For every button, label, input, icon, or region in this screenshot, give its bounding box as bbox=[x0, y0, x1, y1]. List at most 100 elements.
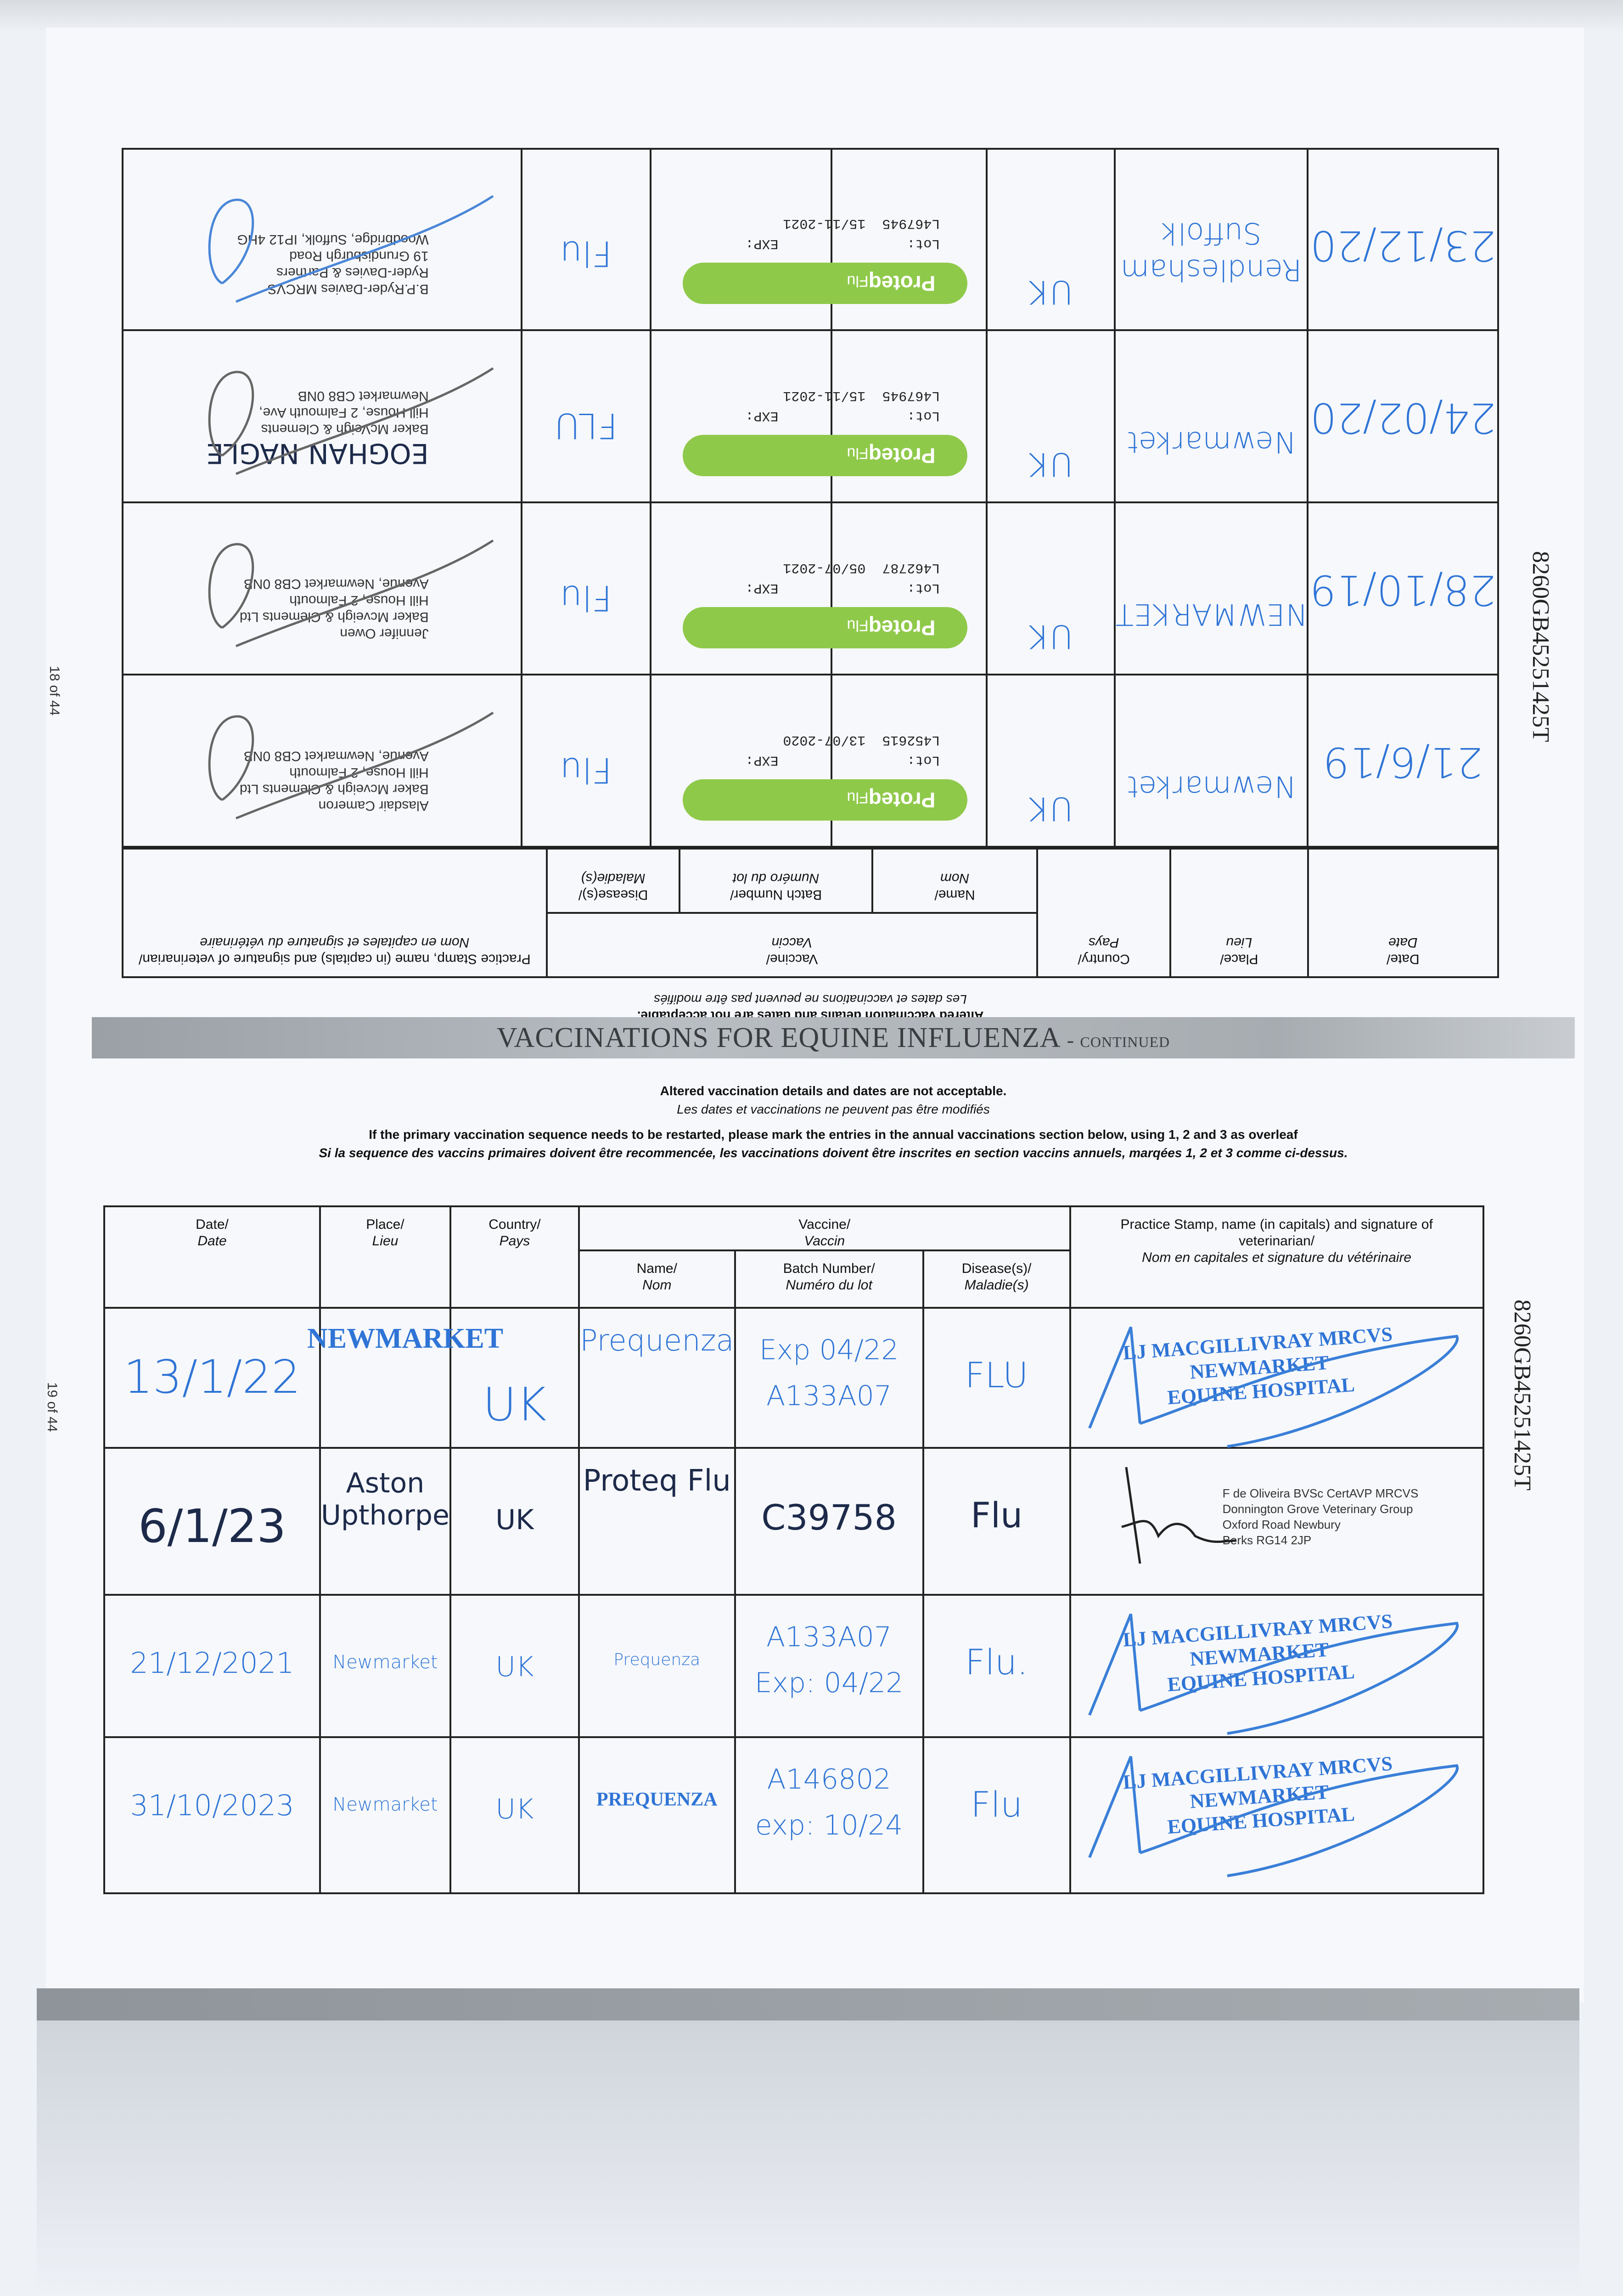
table-row: 24/02/20 Newmarket UK ProteqFlu Lot:EXP: L467… bbox=[123, 330, 1498, 502]
notice-fr: Les dates et vaccinations ne peuvent pas… bbox=[677, 1102, 990, 1116]
batch-cell: A133A07 Exp: 04/22 bbox=[734, 1594, 924, 1738]
stamp-cell: LJ MACGILLIVRAY MRCVS NEWMARKET EQUINE HOS… bbox=[1069, 1307, 1484, 1449]
country-cell: UK bbox=[987, 675, 1115, 847]
name-cell: ProteqFlu Lot:EXP: L462787 05/07-2021 bbox=[683, 502, 987, 675]
name-cell: Proteq Flu bbox=[578, 1447, 736, 1596]
table-row: 6/1/23 Aston Upthorpe UK Proteq Flu C39758 Fl… bbox=[103, 1447, 1484, 1596]
header-vaccine: Vaccine/Vaccin bbox=[578, 1205, 1071, 1251]
name-cell: ProteqFlu Lot:EXP: L452615 13/07-2020 bbox=[683, 675, 987, 847]
place-cell: Newmarket bbox=[319, 1736, 451, 1894]
header-disease: Disease(s)/Maladie(s) bbox=[546, 849, 680, 913]
table-row: 31/10/2023 Newmarket UK PREQUENZA A146802 exp… bbox=[103, 1736, 1484, 1894]
vet-stamp: F de Oliveira BVSc CertAVP MRCVS Donningt… bbox=[1222, 1486, 1419, 1547]
disease-cell: Flu. bbox=[922, 1594, 1071, 1738]
title-band bbox=[92, 1017, 1575, 1058]
signature-icon bbox=[1088, 1756, 1459, 1877]
date-cell: 31/10/2023 bbox=[103, 1736, 321, 1894]
table-row: 28/10/19 NEWMARKET UK ProteqFlu Lot:EXP: L462… bbox=[123, 502, 1498, 675]
country-cell: UK bbox=[449, 1594, 580, 1738]
name-cell: Prequenza bbox=[578, 1594, 736, 1738]
signature-icon bbox=[208, 367, 494, 475]
batch-cell: A146802 exp: 10/24 bbox=[734, 1736, 924, 1894]
stamp-cell: F de Oliveira BVSc CertAVP MRCVS Donningt… bbox=[1069, 1447, 1484, 1596]
header-vaccine: Vaccine/Vaccin bbox=[546, 913, 1038, 977]
disease-cell: Flu bbox=[521, 149, 651, 330]
header-date: Date/Date bbox=[103, 1205, 321, 1309]
stamp-cell: Alasdair Cameron Baker Mcveigh & Clements… bbox=[123, 675, 522, 847]
date-cell: 21/6/19 bbox=[1308, 675, 1498, 847]
place-cell: Newmarket bbox=[1114, 330, 1308, 502]
header-country: Country/Pays bbox=[1037, 849, 1171, 977]
upper-page-rotated: Altered vaccination details and dates ar… bbox=[122, 149, 1499, 1024]
upper-vaccination-rows: 21/6/19 Newmarket UK ProteqFlu Lot:EXP: L4526… bbox=[122, 148, 1499, 848]
passport-number-upper: 8260GB45251425T bbox=[1528, 551, 1554, 742]
header-batch: Batch Number/Numéro du lot bbox=[734, 1249, 924, 1309]
signature-icon bbox=[208, 539, 494, 647]
table-row: 23/12/20 Rendlesham Suffolk UK ProteqFlu Lot… bbox=[123, 149, 1498, 330]
place-cell: NEWMARKET bbox=[1114, 502, 1308, 675]
stamp-cell: LJ MACGILLIVRAY MRCVS NEWMARKET EQUINE HOS… bbox=[1069, 1594, 1484, 1738]
header-name: Name/Nom bbox=[578, 1249, 736, 1309]
signature-icon bbox=[208, 195, 494, 303]
disease-cell: Flu bbox=[922, 1736, 1071, 1894]
name-cell: ProteqFlu Lot:EXP: L467945 15/11-2021 bbox=[683, 149, 987, 330]
country-cell: UK bbox=[987, 502, 1115, 675]
table-row: 13/1/22 NEWMARKET UK Prequenza Exp 04/22 A133… bbox=[103, 1307, 1484, 1449]
scan-edge bbox=[0, 0, 1623, 32]
notice-en: Altered vaccination details and dates ar… bbox=[660, 1084, 1007, 1098]
page-title: VACCINATIONS FOR EQUINE INFLUENZA - cont… bbox=[496, 1022, 1170, 1053]
stamp-cell: B.P.Ryder-Davies MRCVS Ryder-Davies & Par… bbox=[123, 149, 522, 330]
batch-cell bbox=[650, 675, 832, 847]
date-cell: 28/10/19 bbox=[1308, 502, 1498, 675]
batch-cell bbox=[650, 330, 832, 502]
signature-icon bbox=[1088, 1613, 1459, 1735]
country-cell: UK bbox=[987, 330, 1115, 502]
header-disease: Disease(s)/Maladie(s) bbox=[922, 1249, 1071, 1309]
name-cell: ProteqFlu Lot:EXP: L467945 15/11-2021 bbox=[683, 330, 987, 502]
disease-cell: Flu bbox=[521, 675, 651, 847]
disease-cell: FLU bbox=[521, 330, 651, 502]
country-cell: UK bbox=[449, 1307, 580, 1449]
date-cell: 13/1/22 bbox=[103, 1307, 321, 1449]
country-cell: UK bbox=[987, 149, 1115, 330]
disease-cell: FLU bbox=[922, 1307, 1071, 1449]
disease-cell: Flu bbox=[922, 1447, 1071, 1596]
table-row: 21/6/19 Newmarket UK ProteqFlu Lot:EXP: L4526… bbox=[123, 675, 1498, 847]
date-cell: 24/02/20 bbox=[1308, 330, 1498, 502]
stamp-cell: EOGHAN NAGLE Baker McVeigh & Clements Hill… bbox=[123, 330, 522, 502]
scan-edge-bottom bbox=[37, 1988, 1579, 2020]
name-cell: PREQUENZA bbox=[578, 1736, 736, 1894]
vaccination-table: Date/Date Place/Lieu Country/Pays Vaccin… bbox=[103, 1205, 1484, 1894]
header-country: Country/Pays bbox=[449, 1205, 580, 1309]
place-cell: NEWMARKET bbox=[307, 1307, 503, 1449]
table-row: 21/12/2021 Newmarket UK Prequenza A133A07 Exp… bbox=[103, 1594, 1484, 1738]
country-cell: UK bbox=[449, 1447, 580, 1596]
disease-cell: Flu bbox=[521, 502, 651, 675]
stamp-cell: Jennifer Owen Baker Mcveigh & Clements Lt… bbox=[123, 502, 522, 675]
batch-cell bbox=[650, 502, 832, 675]
place-cell: Newmarket bbox=[319, 1594, 451, 1738]
header-place: Place/Lieu bbox=[1170, 849, 1308, 977]
page-number-right: 19 of 44 bbox=[45, 1382, 60, 1432]
header-stamp: Practice Stamp, name (in capitals) and s… bbox=[1069, 1205, 1484, 1309]
country-cell: UK bbox=[449, 1736, 580, 1894]
signature-icon bbox=[1121, 1467, 1236, 1564]
date-cell: 6/1/23 bbox=[103, 1447, 321, 1596]
page-number-left: 18 of 44 bbox=[47, 666, 62, 716]
place-cell: Newmarket bbox=[1114, 675, 1308, 847]
scan-margin bbox=[37, 2020, 1579, 2296]
upper-vaccination-table: Date/Date Place/Lieu Country/Pays Vaccin… bbox=[122, 848, 1499, 978]
header-name: Name/Nom bbox=[872, 849, 1038, 913]
batch-cell: C39758 bbox=[734, 1447, 924, 1596]
batch-cell bbox=[650, 149, 832, 330]
date-cell: 23/12/20 bbox=[1308, 149, 1498, 330]
restart-en: If the primary vaccination sequence need… bbox=[369, 1127, 1298, 1142]
batch-cell: Exp 04/22 A133A07 bbox=[734, 1307, 924, 1449]
header-date: Date/Date bbox=[1308, 849, 1498, 977]
signature-icon bbox=[208, 711, 494, 820]
header-place: Place/Lieu bbox=[319, 1205, 451, 1309]
signature-icon bbox=[1088, 1326, 1459, 1448]
date-cell: 21/12/2021 bbox=[103, 1594, 321, 1738]
name-cell: Prequenza bbox=[578, 1307, 736, 1449]
header-batch: Batch Number/Numéro du lot bbox=[680, 849, 872, 913]
